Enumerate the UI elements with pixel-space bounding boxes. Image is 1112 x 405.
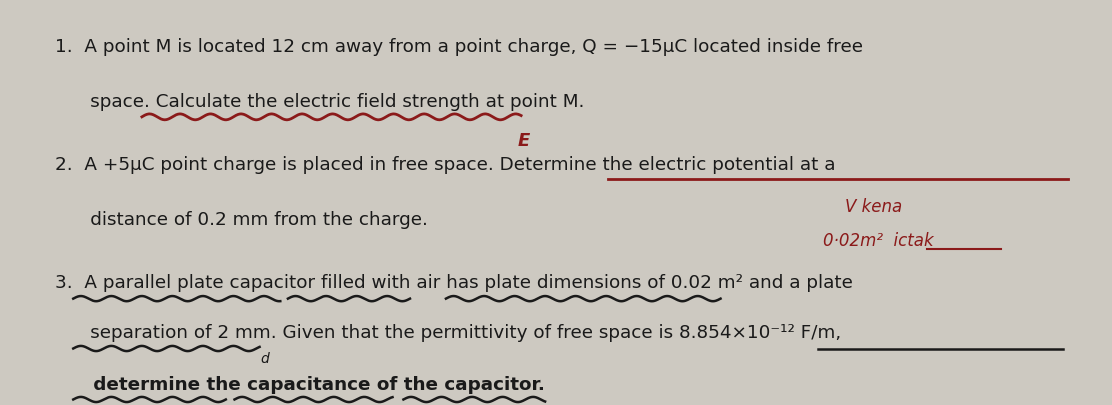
Text: 3.  A parallel plate capacitor filled with air has plate dimensions of 0.02 m² a: 3. A parallel plate capacitor filled wit… <box>54 273 853 291</box>
Text: distance of 0.2 mm from the charge.: distance of 0.2 mm from the charge. <box>54 211 428 229</box>
Text: determine the capacitance of the capacitor.: determine the capacitance of the capacit… <box>54 375 545 392</box>
Text: d: d <box>260 351 269 365</box>
Text: 0·02m²  ictak: 0·02m² ictak <box>823 231 934 249</box>
Text: separation of 2 mm. Given that the permittivity of free space is 8.854×10⁻¹² F/m: separation of 2 mm. Given that the permi… <box>54 323 841 341</box>
Text: V kena: V kena <box>845 198 902 216</box>
Text: 2.  A +5μC point charge is placed in free space. Determine the electric potentia: 2. A +5μC point charge is placed in free… <box>54 156 835 173</box>
Text: 1.  A point M is located 12 cm away from a point charge, Q = −15μC located insid: 1. A point M is located 12 cm away from … <box>54 37 863 55</box>
Text: space. Calculate the electric field strength at point M.: space. Calculate the electric field stre… <box>54 93 584 111</box>
Text: E: E <box>518 132 530 149</box>
